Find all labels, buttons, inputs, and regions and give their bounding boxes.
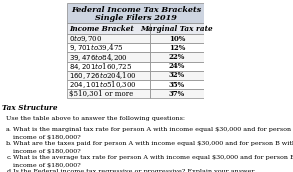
Text: Tax Structure: Tax Structure — [2, 104, 57, 112]
Text: income of $180,000?: income of $180,000? — [13, 163, 81, 168]
Text: 22%: 22% — [169, 53, 185, 61]
Text: $160,726 to $204,100: $160,726 to $204,100 — [69, 70, 137, 81]
Bar — [149, 62, 204, 71]
Text: Single Filers 2019: Single Filers 2019 — [95, 14, 177, 22]
Text: $204,101 to $510,300: $204,101 to $510,300 — [69, 79, 137, 90]
Bar — [149, 89, 204, 98]
Bar — [67, 62, 149, 71]
Text: $9,701 to $39,475: $9,701 to $39,475 — [69, 42, 124, 53]
Text: What are the taxes paid for person A with income equal $30,000 and for person B : What are the taxes paid for person A wit… — [13, 141, 293, 146]
Text: Marginal Tax rate: Marginal Tax rate — [141, 25, 213, 33]
Text: What is the marginal tax rate for person A with income equal $30,000 and for per: What is the marginal tax rate for person… — [13, 127, 293, 132]
Text: Is the Federal income tax regressive or progressive? Explain your answer.: Is the Federal income tax regressive or … — [13, 169, 256, 172]
Text: Federal Income Tax Brackets: Federal Income Tax Brackets — [71, 6, 201, 14]
Bar — [149, 34, 204, 43]
Text: What is the average tax rate for person A with income equal $30,000 and for pers: What is the average tax rate for person … — [13, 155, 293, 160]
Text: 37%: 37% — [169, 90, 185, 98]
Text: 12%: 12% — [169, 44, 185, 52]
Text: Use the table above to answer the following questions:: Use the table above to answer the follow… — [6, 116, 185, 121]
Bar — [67, 80, 149, 89]
Text: income of $180,000?: income of $180,000? — [13, 135, 81, 140]
Bar — [67, 23, 149, 34]
Text: a.: a. — [6, 127, 12, 132]
Text: $510,301 or more: $510,301 or more — [69, 90, 134, 98]
Text: d.: d. — [6, 169, 12, 172]
Bar — [149, 43, 204, 52]
Text: 24%: 24% — [169, 62, 185, 70]
Bar — [67, 3, 204, 23]
Text: 32%: 32% — [169, 72, 185, 79]
Text: b.: b. — [6, 141, 12, 146]
Bar — [149, 80, 204, 89]
Text: income of $180,000?: income of $180,000? — [13, 149, 81, 154]
Bar — [67, 43, 149, 52]
Text: c.: c. — [6, 155, 12, 160]
Bar — [149, 71, 204, 80]
Bar — [149, 23, 204, 34]
Text: $39,476 to $84,200: $39,476 to $84,200 — [69, 52, 128, 63]
Text: 35%: 35% — [169, 81, 185, 89]
Text: 10%: 10% — [169, 35, 185, 43]
Bar — [67, 34, 149, 43]
Text: Income Bracket: Income Bracket — [69, 25, 134, 33]
Bar — [149, 52, 204, 62]
Bar — [67, 71, 149, 80]
Bar — [67, 52, 149, 62]
Bar — [67, 89, 149, 98]
Text: $0 to $9,700: $0 to $9,700 — [69, 33, 103, 44]
Text: $84,201 to $160,725: $84,201 to $160,725 — [69, 61, 133, 72]
